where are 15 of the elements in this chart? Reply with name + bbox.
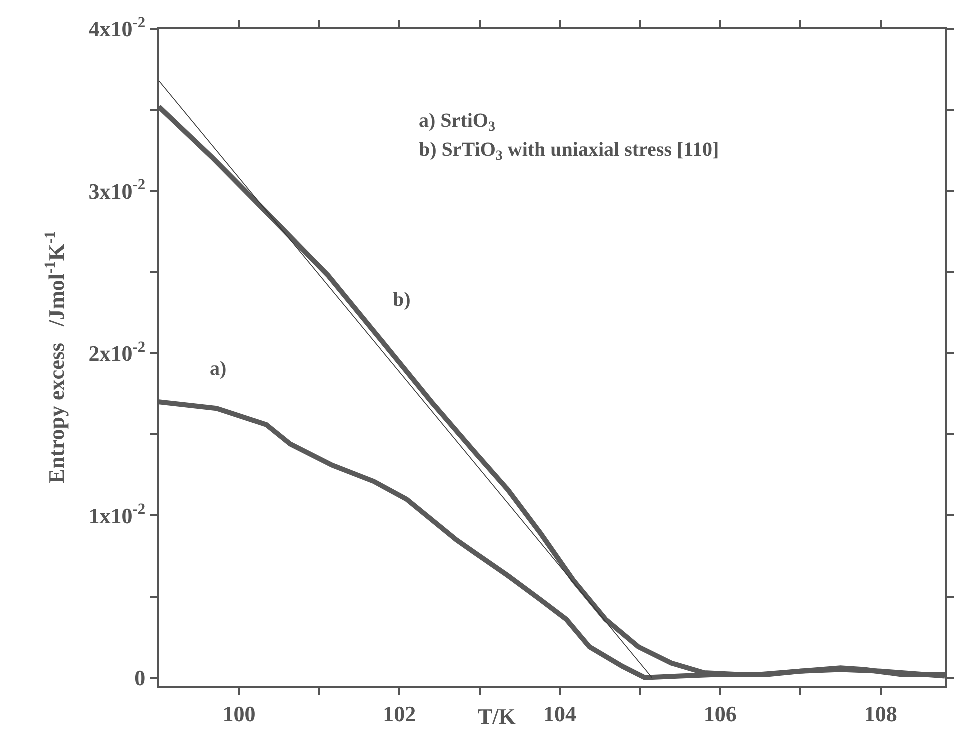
y-tick-label: 1x10$^{-2}$ xyxy=(88,501,146,528)
annotation: a) xyxy=(210,358,227,380)
x-axis-title: T/K xyxy=(478,704,516,729)
y-tick-label: 2x10$^{-2}$ xyxy=(88,338,146,366)
annotation: b) SrTiO$_{3}$ with uniaxial stress [110] xyxy=(419,139,720,164)
y-tick-label: 0 xyxy=(134,666,146,691)
x-tick-label: 104 xyxy=(544,701,577,726)
x-tick-label: 108 xyxy=(864,701,898,726)
annotation: b) xyxy=(393,289,411,311)
x-tick-label: 106 xyxy=(704,701,737,726)
x-tick-label: 102 xyxy=(383,701,416,726)
y-tick-label: 3x10$^{-2}$ xyxy=(88,176,146,204)
annotation: a) SrtiO$_{3}$ xyxy=(419,110,496,136)
x-tick-label: 100 xyxy=(222,701,256,726)
y-tick-label: 4x10$^{-2}$ xyxy=(88,14,146,42)
